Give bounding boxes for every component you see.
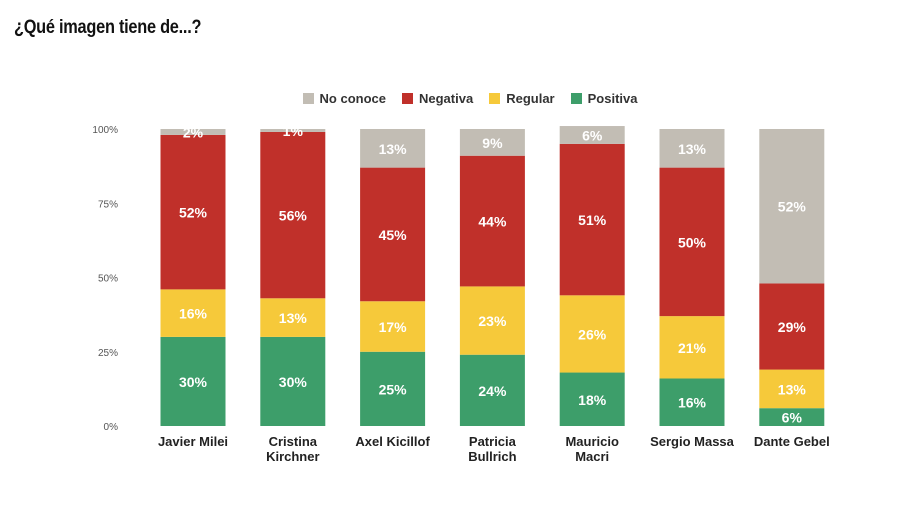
data-label: 16%: [179, 306, 208, 322]
bar-segment-negativa: [160, 134, 226, 290]
bar-segment-positiva: [659, 378, 725, 426]
bar-segment-regular: [559, 295, 625, 373]
data-label: 52%: [778, 199, 807, 215]
data-label: 2%: [183, 124, 204, 140]
y-tick-label: 0%: [104, 422, 119, 433]
bar-segment-positiva: [360, 351, 426, 426]
data-label: 13%: [778, 381, 807, 397]
y-tick-label: 50%: [98, 274, 118, 285]
x-category-label: Macri: [575, 449, 609, 464]
bar-segment-no-conoce: [759, 129, 825, 284]
x-category-label: Patricia: [469, 434, 517, 449]
x-category-label: Dante Gebel: [754, 434, 830, 449]
data-label: 16%: [678, 395, 707, 411]
legend-item-positiva: Positiva: [570, 91, 638, 106]
data-label: 6%: [582, 127, 603, 143]
bar-segment-positiva: [759, 408, 825, 426]
legend-swatch: [402, 93, 413, 104]
bar-segment-regular: [260, 298, 326, 337]
data-label: 30%: [279, 374, 308, 390]
bar-segment-regular: [360, 301, 426, 352]
data-label: 26%: [578, 326, 607, 342]
legend-item-negativa: Negativa: [402, 91, 473, 106]
bar-segment-no-conoce: [260, 129, 326, 132]
x-category-label: Cristina: [269, 434, 318, 449]
bar-segment-negativa: [360, 167, 426, 302]
legend-label: Positiva: [587, 91, 638, 106]
bar-segment-no-conoce: [160, 129, 226, 135]
x-category-label: Mauricio: [565, 434, 619, 449]
bar-segment-negativa: [659, 167, 725, 317]
legend-item-regular: Regular: [489, 91, 555, 106]
data-label: 17%: [379, 319, 408, 335]
y-tick-label: 75%: [98, 199, 118, 210]
bar-segment-positiva: [559, 372, 625, 426]
legend-label: No conoce: [319, 91, 386, 106]
x-category-label: Sergio Massa: [650, 434, 735, 449]
legend-item-no-conoce: No conoce: [302, 91, 386, 106]
data-label: 30%: [179, 374, 208, 390]
bar-segment-no-conoce: [459, 129, 525, 156]
bar-segment-regular: [759, 369, 825, 409]
legend-swatch: [489, 93, 501, 104]
data-label: 13%: [379, 141, 408, 157]
data-label: 52%: [179, 205, 208, 221]
x-category-label: Kirchner: [266, 449, 319, 464]
data-label: 6%: [782, 410, 803, 426]
data-label: 24%: [478, 383, 507, 399]
y-tick-label: 100%: [92, 125, 118, 136]
bar-segment-regular: [659, 316, 725, 379]
bar-segment-negativa: [559, 143, 625, 296]
data-label: 23%: [478, 313, 507, 329]
data-label: 13%: [678, 141, 707, 157]
bar-segment-regular: [459, 286, 525, 355]
bar-segment-negativa: [759, 283, 825, 370]
data-label: 18%: [578, 392, 607, 408]
data-label: 29%: [778, 319, 807, 335]
bar-segment-positiva: [459, 354, 525, 426]
data-label: 50%: [678, 234, 707, 250]
legend: No conoce Negativa Regular Positiva: [0, 91, 900, 106]
x-category-label: Javier Milei: [158, 434, 228, 449]
legend-label: Negativa: [419, 91, 474, 106]
chart-title: ¿Qué imagen tiene de...?: [14, 17, 202, 38]
data-label: 9%: [482, 135, 503, 151]
bar-segment-negativa: [260, 131, 326, 299]
data-label: 13%: [279, 310, 308, 326]
legend-swatch: [570, 93, 582, 104]
data-label: 44%: [478, 214, 507, 230]
legend-swatch: [302, 93, 314, 104]
x-category-label: Bullrich: [468, 449, 516, 464]
bar-segment-regular: [160, 289, 226, 337]
data-label: 1%: [283, 123, 304, 139]
x-category-label: Axel Kicillof: [355, 434, 430, 449]
data-label: 51%: [578, 212, 607, 228]
bar-segment-positiva: [160, 336, 226, 426]
bar-segment-positiva: [260, 336, 326, 426]
bar-segment-no-conoce: [659, 129, 725, 168]
data-label: 45%: [379, 227, 408, 243]
bar-segment-no-conoce: [360, 129, 426, 168]
data-label: 56%: [279, 208, 308, 224]
y-tick-label: 25%: [98, 348, 118, 359]
legend-label: Regular: [506, 91, 555, 106]
data-label: 25%: [379, 381, 408, 397]
bar-segment-no-conoce: [559, 126, 625, 144]
data-label: 21%: [678, 340, 707, 356]
bar-segment-negativa: [459, 155, 525, 287]
